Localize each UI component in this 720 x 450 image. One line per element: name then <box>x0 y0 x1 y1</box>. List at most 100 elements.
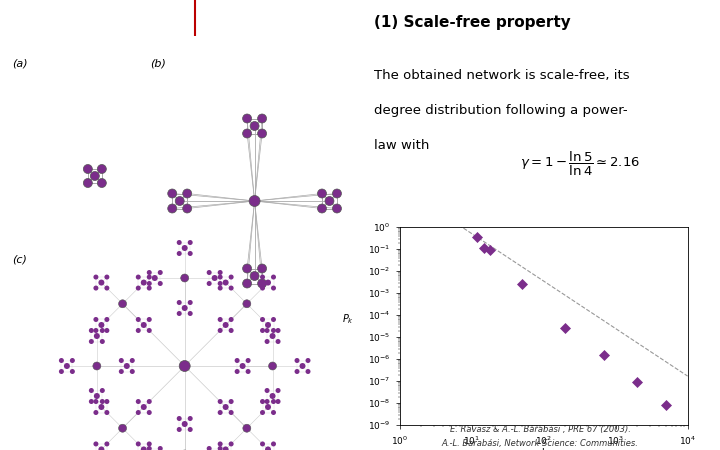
Circle shape <box>176 416 181 421</box>
Circle shape <box>258 279 266 288</box>
Circle shape <box>276 339 281 344</box>
Circle shape <box>158 446 163 450</box>
Circle shape <box>243 264 251 273</box>
Circle shape <box>94 399 99 404</box>
Text: Hierarchy in networks: Hierarchy in networks <box>203 9 410 27</box>
Circle shape <box>269 393 276 399</box>
Circle shape <box>168 189 176 198</box>
Circle shape <box>260 274 265 279</box>
Circle shape <box>176 427 181 432</box>
Text: A.-L. Barabási, Network Science: Communities.: A.-L. Barabási, Network Science: Communi… <box>441 439 639 448</box>
Circle shape <box>229 399 233 404</box>
Circle shape <box>89 399 94 404</box>
Circle shape <box>271 274 276 279</box>
Circle shape <box>271 399 276 404</box>
Circle shape <box>168 204 176 213</box>
Circle shape <box>70 369 75 374</box>
Circle shape <box>181 274 189 282</box>
Circle shape <box>158 281 163 286</box>
Circle shape <box>147 399 152 404</box>
Circle shape <box>258 114 266 123</box>
Circle shape <box>258 264 266 273</box>
Circle shape <box>176 251 181 256</box>
Circle shape <box>147 274 152 279</box>
Circle shape <box>104 274 109 279</box>
Circle shape <box>264 339 269 344</box>
Circle shape <box>294 369 300 374</box>
Circle shape <box>271 441 276 446</box>
Circle shape <box>147 328 152 333</box>
Text: law with: law with <box>374 139 430 152</box>
Circle shape <box>333 204 341 213</box>
Circle shape <box>130 369 135 374</box>
Circle shape <box>243 424 251 432</box>
Circle shape <box>276 388 281 393</box>
Circle shape <box>235 369 240 374</box>
Circle shape <box>94 393 100 399</box>
Circle shape <box>70 358 75 363</box>
Circle shape <box>147 270 152 275</box>
Text: (c): (c) <box>12 254 27 264</box>
Circle shape <box>333 189 341 198</box>
Circle shape <box>64 363 70 369</box>
Circle shape <box>260 441 265 446</box>
Circle shape <box>249 195 260 207</box>
Circle shape <box>141 322 147 328</box>
Circle shape <box>243 129 251 138</box>
Circle shape <box>94 441 99 446</box>
Circle shape <box>183 204 192 213</box>
Circle shape <box>136 410 141 415</box>
Circle shape <box>141 404 147 410</box>
Circle shape <box>94 410 99 415</box>
Circle shape <box>217 399 222 404</box>
Circle shape <box>99 446 104 450</box>
Circle shape <box>188 311 193 316</box>
Circle shape <box>158 270 163 275</box>
Circle shape <box>84 179 92 188</box>
Circle shape <box>59 358 64 363</box>
Circle shape <box>217 281 222 286</box>
Circle shape <box>246 369 251 374</box>
Circle shape <box>264 388 269 393</box>
Circle shape <box>147 446 152 450</box>
Circle shape <box>175 197 184 206</box>
Circle shape <box>124 363 130 369</box>
Circle shape <box>94 333 100 339</box>
Circle shape <box>188 251 193 256</box>
Circle shape <box>94 328 99 333</box>
Circle shape <box>141 446 147 450</box>
Circle shape <box>136 328 141 333</box>
Circle shape <box>147 317 152 322</box>
Circle shape <box>188 427 193 432</box>
Circle shape <box>97 179 107 188</box>
Circle shape <box>104 441 109 446</box>
Circle shape <box>59 369 64 374</box>
Text: E. Ravasz & A.-L. Barabási , PRE 67 (2003).: E. Ravasz & A.-L. Barabási , PRE 67 (200… <box>449 425 631 434</box>
Circle shape <box>243 300 251 308</box>
Circle shape <box>100 328 105 333</box>
Circle shape <box>181 305 188 311</box>
Circle shape <box>119 300 127 308</box>
Circle shape <box>300 363 305 369</box>
Circle shape <box>119 358 124 363</box>
Text: The obtained network is scale-free, its: The obtained network is scale-free, its <box>374 69 630 82</box>
Circle shape <box>276 328 281 333</box>
Circle shape <box>99 322 104 328</box>
Circle shape <box>250 122 259 130</box>
Circle shape <box>271 328 276 333</box>
Circle shape <box>188 240 193 245</box>
Circle shape <box>104 410 109 415</box>
Circle shape <box>294 358 300 363</box>
Circle shape <box>229 317 233 322</box>
Circle shape <box>264 328 269 333</box>
Circle shape <box>136 399 141 404</box>
Circle shape <box>90 171 99 180</box>
Circle shape <box>260 399 265 404</box>
Circle shape <box>94 274 99 279</box>
Circle shape <box>188 416 193 421</box>
X-axis label: k: k <box>541 448 546 450</box>
Circle shape <box>229 410 233 415</box>
Circle shape <box>265 279 271 286</box>
Circle shape <box>147 281 152 286</box>
Circle shape <box>271 286 276 291</box>
